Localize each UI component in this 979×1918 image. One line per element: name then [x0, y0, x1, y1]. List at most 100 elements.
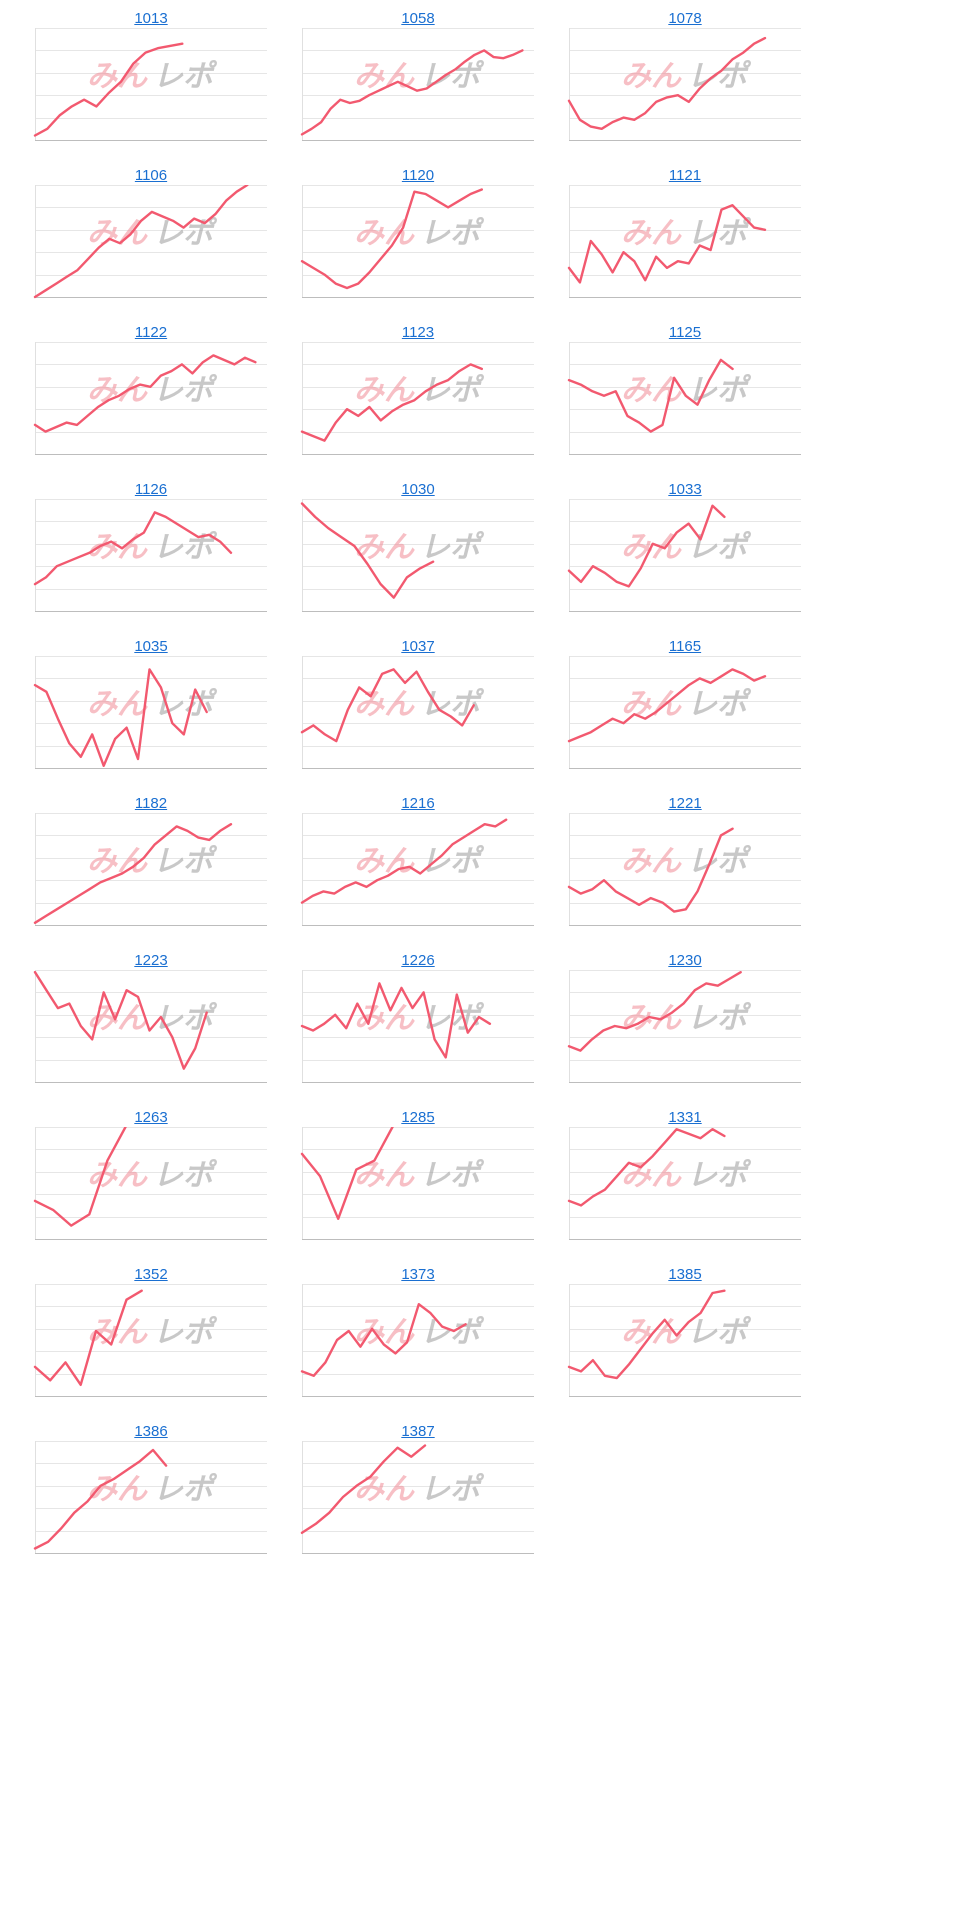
series-line [33, 1127, 127, 1227]
watermark-text-part2: レポ [153, 1472, 218, 1507]
line-chart: みん レポ [300, 342, 534, 455]
chart-cell: 1120 みん レポ [292, 159, 612, 347]
chart-cell: 1037 みん レポ [292, 630, 612, 818]
chart-title-link[interactable]: 1106 [134, 167, 168, 184]
chart-cell: 1216 みん レポ [292, 787, 612, 975]
chart-title-link[interactable]: 1385 [668, 1266, 702, 1283]
chart-title-link[interactable]: 1387 [401, 1423, 435, 1440]
line-chart: みん レポ [567, 28, 801, 141]
chart-title-link[interactable]: 1033 [668, 481, 702, 498]
series-line [300, 363, 484, 442]
chart-title-link[interactable]: 1226 [401, 952, 435, 969]
line-chart: みん レポ [300, 185, 534, 298]
line-chart: みん レポ [33, 1441, 267, 1554]
chart-title-link[interactable]: 1285 [401, 1109, 435, 1126]
chart-cell: 1126 みん レポ [25, 473, 345, 661]
chart-title-link[interactable]: 1030 [401, 481, 435, 498]
watermark-text-part1: みん [354, 1158, 415, 1193]
chart-title-link[interactable]: 1182 [134, 795, 168, 812]
watermark-text-part2: レポ [687, 1158, 752, 1193]
chart-title-link[interactable]: 1122 [134, 324, 168, 341]
line-chart: みん レポ [300, 970, 534, 1083]
chart-title-link[interactable]: 1230 [668, 952, 702, 969]
chart-title-link[interactable]: 1216 [401, 795, 435, 812]
chart-cell: 1352 みん レポ [25, 1258, 345, 1446]
chart-title-link[interactable]: 1386 [134, 1423, 168, 1440]
series-line [300, 188, 484, 290]
chart-cell: 1373 みん レポ [292, 1258, 612, 1446]
chart-cell: 1125 みん レポ [559, 316, 879, 504]
chart-cell: 1221 みん レポ [559, 787, 879, 975]
series-line [567, 971, 742, 1052]
watermark-text-part1: みん [621, 844, 682, 879]
watermark-text-part1: みん [87, 687, 148, 722]
watermark-text-part1: みん [87, 59, 148, 94]
chart-title-link[interactable]: 1123 [401, 324, 435, 341]
watermark-text-part1: みん [621, 1315, 682, 1350]
watermark-text-part2: レポ [153, 844, 218, 879]
series-line [300, 49, 524, 136]
series-line [567, 1289, 726, 1380]
series-line [567, 668, 767, 743]
series-line [300, 1303, 467, 1378]
watermark-text-part1: みん [354, 844, 415, 879]
chart-title-link[interactable]: 1037 [401, 638, 435, 655]
chart-title-link[interactable]: 1263 [134, 1109, 168, 1126]
line-chart: みん レポ [567, 499, 801, 612]
chart-title-link[interactable]: 1373 [401, 1266, 435, 1283]
series-line [33, 1448, 168, 1550]
chart-cell: 1331 みん レポ [559, 1101, 879, 1289]
chart-cell: 1013 みん レポ [25, 2, 345, 190]
line-chart: みん レポ [33, 970, 267, 1083]
line-chart: みん レポ [567, 1284, 801, 1397]
line-chart: みん レポ [567, 342, 801, 455]
line-chart: みん レポ [33, 1284, 267, 1397]
watermark-text-part2: レポ [153, 373, 218, 408]
chart-title-link[interactable]: 1035 [134, 638, 168, 655]
series-line [33, 822, 233, 925]
chart-title-link[interactable]: 1223 [134, 952, 168, 969]
line-chart: みん レポ [567, 970, 801, 1083]
chart-title-link[interactable]: 1125 [668, 324, 702, 341]
line-chart: みん レポ [33, 499, 267, 612]
chart-title-link[interactable]: 1013 [134, 10, 168, 27]
series-line [300, 1127, 394, 1221]
chart-title-link[interactable]: 1058 [401, 10, 435, 27]
watermark-text-part1: みん [87, 216, 148, 251]
watermark-text-part2: レポ [153, 59, 218, 94]
chart-cell: 1033 みん レポ [559, 473, 879, 661]
series-line [567, 204, 767, 284]
watermark-text-part2: レポ [687, 1315, 752, 1350]
chart-title-link[interactable]: 1165 [668, 638, 702, 655]
line-chart: みん レポ [300, 1284, 534, 1397]
chart-title-link[interactable]: 1221 [668, 795, 702, 812]
series-line [33, 668, 208, 768]
line-chart: みん レポ [567, 656, 801, 769]
watermark-text-part2: レポ [687, 1001, 752, 1036]
chart-cell: 1030 みん レポ [292, 473, 612, 661]
chart-title-link[interactable]: 1126 [134, 481, 168, 498]
series-line [567, 827, 734, 913]
chart-cell: 1123 みん レポ [292, 316, 612, 504]
chart-cell: 1182 みん レポ [25, 787, 345, 975]
series-line [33, 42, 184, 137]
chart-title-link[interactable]: 1331 [668, 1109, 702, 1126]
line-chart: みん レポ [567, 185, 801, 298]
watermark-text-part2: レポ [420, 530, 485, 565]
chart-cell: 1078 みん レポ [559, 2, 879, 190]
line-chart: みん レポ [33, 28, 267, 141]
chart-title-link[interactable]: 1121 [668, 167, 702, 184]
series-line [300, 502, 435, 599]
series-line [300, 1444, 427, 1535]
series-line [33, 354, 257, 433]
chart-cell: 1223 みん レポ [25, 944, 345, 1132]
watermark-text-part2: レポ [420, 216, 485, 251]
chart-title-link[interactable]: 1078 [668, 10, 702, 27]
chart-title-link[interactable]: 1352 [134, 1266, 168, 1283]
watermark-text-part2: レポ [420, 1158, 485, 1193]
chart-cell: 1385 みん レポ [559, 1258, 879, 1446]
watermark-text-part2: レポ [687, 687, 752, 722]
chart-title-link[interactable]: 1120 [401, 167, 435, 184]
chart-cell: 1165 みん レポ [559, 630, 879, 818]
